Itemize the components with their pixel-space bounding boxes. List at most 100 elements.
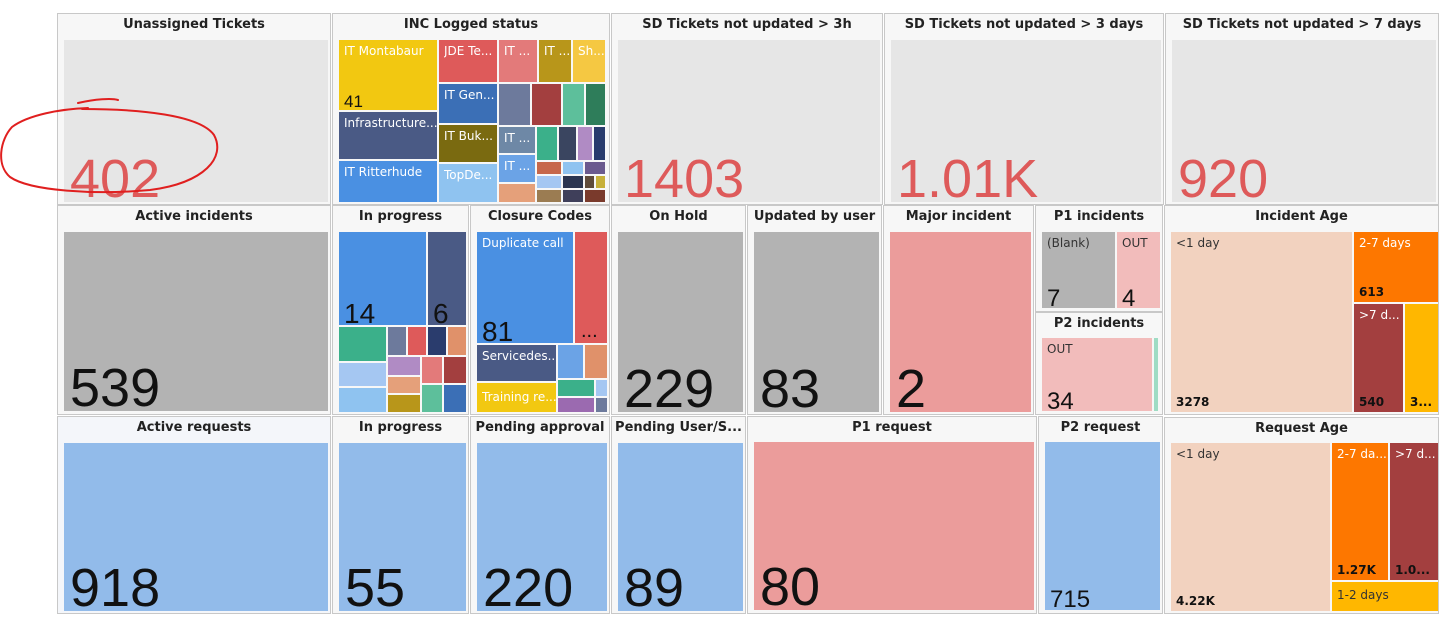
req-in-progress-plot[interactable]: 55	[339, 443, 466, 613]
treemap-cell-infrastructure[interactable]: Infrastructure...	[339, 112, 437, 159]
treemap-cell[interactable]	[586, 84, 605, 125]
request-age-treemap[interactable]: <1 day 4.22K 2-7 da... 1.27K >7 d... 1.0…	[1171, 443, 1438, 611]
incident-age-treemap[interactable]: <1 day 3278 2-7 days 613 >7 d... 540 3..…	[1171, 232, 1438, 412]
treemap-cell[interactable]	[563, 84, 584, 125]
inc-logged-treemap[interactable]: IT Montabaur 41 Infrastructure... IT Rit…	[339, 40, 605, 202]
treemap-cell[interactable]	[585, 190, 605, 202]
updated-by-user-plot[interactable]: 83	[754, 232, 879, 414]
p2-request-card[interactable]: P2 request 715	[1038, 416, 1163, 614]
treemap-cell[interactable]	[585, 162, 605, 174]
treemap-cell[interactable]	[408, 327, 426, 355]
p2-request-plot[interactable]: 715	[1045, 442, 1160, 612]
sd-not-updated-7d-card[interactable]: SD Tickets not updated > 7 days 920	[1165, 13, 1439, 205]
treemap-cell[interactable]	[339, 388, 386, 412]
major-incident-plot[interactable]: 2	[890, 232, 1031, 414]
treemap-cell[interactable]	[444, 385, 466, 412]
treemap-cell[interactable]	[537, 176, 561, 188]
treemap-cell-duplicate-call[interactable]: Duplicate call 81	[477, 232, 573, 343]
treemap-cell[interactable]	[388, 327, 406, 355]
treemap-cell[interactable]	[444, 357, 466, 383]
p1-incidents-treemap[interactable]: (Blank) 7 OUT 4	[1042, 232, 1160, 308]
treemap-cell-it-a[interactable]: IT ...	[499, 40, 537, 82]
treemap-cell-it-buk[interactable]: IT Buk...	[439, 125, 497, 162]
treemap-cell-sh[interactable]: Sh...	[573, 40, 605, 82]
treemap-cell[interactable]: 14	[339, 232, 426, 325]
treemap-cell-it-b[interactable]: IT ...	[539, 40, 571, 82]
treemap-cell-it-ritterhude[interactable]: IT Ritterhude	[339, 161, 437, 202]
closure-codes-treemap[interactable]: Duplicate call 81 ... Servicedes... Trai…	[477, 232, 607, 412]
active-requests-card[interactable]: Active requests 918	[57, 416, 331, 614]
active-requests-plot[interactable]: 918	[64, 443, 328, 613]
treemap-cell-blank[interactable]: (Blank) 7	[1042, 232, 1115, 308]
p2-incidents-treemap[interactable]: OUT 34	[1042, 338, 1160, 411]
p1-incidents-card[interactable]: P1 incidents (Blank) 7 OUT 4	[1035, 205, 1163, 312]
treemap-cell[interactable]	[558, 398, 594, 412]
treemap-cell-1-2-days[interactable]: 1-2 days	[1332, 582, 1438, 611]
pending-user-card[interactable]: Pending User/S... 89	[611, 416, 746, 614]
treemap-cell[interactable]	[596, 380, 607, 396]
unassigned-tickets-plot[interactable]: 402	[64, 40, 328, 204]
treemap-cell[interactable]	[559, 127, 576, 160]
sd-not-updated-7d-plot[interactable]: 920	[1172, 40, 1436, 204]
sd-not-updated-3d-card[interactable]: SD Tickets not updated > 3 days 1.01K	[884, 13, 1164, 205]
treemap-cell-jde[interactable]: JDE Te...	[439, 40, 497, 82]
treemap-cell[interactable]	[558, 380, 594, 396]
pending-approval-plot[interactable]: 220	[477, 443, 607, 613]
treemap-cell[interactable]	[558, 345, 583, 378]
treemap-cell[interactable]	[422, 357, 442, 383]
treemap-cell-it-gen[interactable]: IT Gen...	[439, 84, 497, 123]
treemap-cell[interactable]	[578, 127, 592, 160]
request-age-card[interactable]: Request Age <1 day 4.22K 2-7 da... 1.27K…	[1164, 417, 1439, 614]
p1-request-plot[interactable]: 80	[754, 442, 1034, 613]
treemap-cell-other[interactable]: 3...	[1405, 304, 1438, 412]
sd-not-updated-3h-card[interactable]: SD Tickets not updated > 3h 1403	[611, 13, 883, 205]
treemap-cell[interactable]	[537, 190, 561, 202]
treemap-cell[interactable]: 6	[428, 232, 466, 325]
treemap-cell-2-7-days[interactable]: 2-7 days 613	[1354, 232, 1438, 302]
updated-by-user-card[interactable]: Updated by user 83	[747, 205, 882, 415]
unassigned-tickets-card[interactable]: Unassigned Tickets 402	[57, 13, 331, 205]
inc-in-progress-card[interactable]: In progress 14 6	[332, 205, 469, 415]
treemap-cell-it-d[interactable]: IT ...	[499, 155, 535, 182]
treemap-cell[interactable]	[585, 345, 607, 378]
treemap-cell[interactable]	[537, 162, 561, 174]
major-incident-card[interactable]: Major incident 2	[883, 205, 1034, 415]
pending-user-plot[interactable]: 89	[618, 443, 743, 613]
treemap-cell-gt7-days[interactable]: >7 d... 1.0...	[1390, 443, 1438, 580]
sd-not-updated-3h-plot[interactable]: 1403	[618, 40, 880, 204]
treemap-cell-more[interactable]: ...	[575, 232, 607, 343]
treemap-cell[interactable]	[563, 176, 583, 188]
treemap-cell-training[interactable]: Training re...	[477, 383, 556, 412]
p2-incidents-card[interactable]: P2 incidents OUT 34	[1035, 312, 1163, 415]
inc-logged-status-card[interactable]: INC Logged status IT Montabaur 41 Infras…	[332, 13, 610, 205]
treemap-cell[interactable]	[594, 127, 605, 160]
treemap-cell[interactable]	[388, 357, 420, 375]
treemap-cell[interactable]	[448, 327, 466, 355]
treemap-cell[interactable]	[499, 184, 535, 202]
on-hold-card[interactable]: On Hold 229	[611, 205, 746, 415]
treemap-cell[interactable]	[1154, 338, 1158, 411]
treemap-cell[interactable]	[339, 363, 386, 386]
treemap-cell-lt1-day[interactable]: <1 day 4.22K	[1171, 443, 1330, 611]
treemap-cell[interactable]	[596, 176, 605, 188]
treemap-cell-it-c[interactable]: IT ...	[499, 127, 535, 153]
inc-in-progress-treemap[interactable]: 14 6	[339, 232, 466, 412]
treemap-cell[interactable]	[563, 190, 583, 202]
treemap-cell[interactable]	[537, 127, 557, 160]
req-in-progress-card[interactable]: In progress 55	[332, 416, 469, 614]
treemap-cell-servicedesk[interactable]: Servicedes...	[477, 345, 556, 381]
treemap-cell-lt1-day[interactable]: <1 day 3278	[1171, 232, 1352, 412]
treemap-cell[interactable]	[422, 385, 442, 412]
treemap-cell-2-7-days[interactable]: 2-7 da... 1.27K	[1332, 443, 1388, 580]
treemap-cell[interactable]	[532, 84, 561, 125]
treemap-cell[interactable]	[339, 327, 386, 361]
sd-not-updated-3d-plot[interactable]: 1.01K	[891, 40, 1161, 204]
p1-request-card[interactable]: P1 request 80	[747, 416, 1037, 614]
treemap-cell-out[interactable]: OUT 4	[1117, 232, 1160, 308]
treemap-cell-topde[interactable]: TopDe...	[439, 164, 497, 202]
treemap-cell[interactable]	[388, 377, 420, 393]
active-incidents-card[interactable]: Active incidents 539	[57, 205, 331, 415]
pending-approval-card[interactable]: Pending approval 220	[470, 416, 610, 614]
treemap-cell-gt7-days[interactable]: >7 d... 540	[1354, 304, 1403, 412]
treemap-cell-out[interactable]: OUT 34	[1042, 338, 1152, 411]
